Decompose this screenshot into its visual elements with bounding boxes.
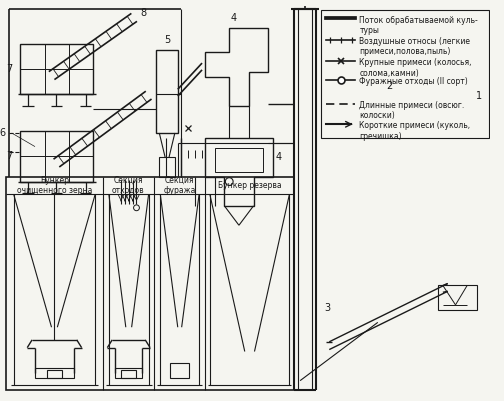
Bar bbox=[215, 148, 263, 172]
Bar bbox=[47, 370, 62, 378]
Text: 7: 7 bbox=[7, 64, 13, 74]
Text: 6: 6 bbox=[0, 128, 6, 138]
Text: Фуражные отходы (II сорт): Фуражные отходы (II сорт) bbox=[359, 77, 468, 86]
Text: Бункер резерва: Бункер резерва bbox=[218, 181, 281, 190]
Text: Секция
отходов: Секция отходов bbox=[112, 176, 145, 195]
Text: Поток обрабатываемой куль-
туры: Поток обрабатываемой куль- туры bbox=[359, 16, 478, 35]
Text: Короткие примеси (куколь,
гречишка): Короткие примеси (куколь, гречишка) bbox=[359, 122, 470, 141]
Text: 7: 7 bbox=[7, 151, 13, 161]
Text: 2: 2 bbox=[387, 81, 393, 91]
Bar bbox=[170, 363, 190, 378]
Bar bbox=[21, 131, 93, 182]
Text: 8: 8 bbox=[140, 8, 146, 18]
Text: 4: 4 bbox=[231, 13, 237, 23]
Bar bbox=[21, 44, 93, 94]
Bar bbox=[322, 10, 488, 138]
Bar bbox=[6, 177, 294, 390]
Text: Крупные примеси (колосья,
солома,камни): Крупные примеси (колосья, солома,камни) bbox=[359, 58, 472, 78]
Text: 5: 5 bbox=[164, 34, 170, 45]
Bar bbox=[156, 51, 178, 133]
Text: 3: 3 bbox=[325, 303, 331, 313]
Bar bbox=[438, 286, 477, 310]
Text: Бункер
очищенного зерна: Бункер очищенного зерна bbox=[17, 176, 92, 195]
Bar bbox=[115, 368, 142, 378]
Text: 4: 4 bbox=[276, 152, 282, 162]
Bar bbox=[159, 157, 175, 177]
Text: 1: 1 bbox=[476, 91, 482, 101]
Bar bbox=[35, 368, 74, 378]
Text: Длинные примеси (овсюг.
колоски): Длинные примеси (овсюг. колоски) bbox=[359, 101, 465, 120]
Text: Воздушные относы (легкие
примеси,полова,пыль): Воздушные относы (легкие примеси,полова,… bbox=[359, 37, 470, 56]
Bar bbox=[121, 370, 137, 378]
Text: Секция
фуража: Секция фуража bbox=[163, 176, 196, 195]
